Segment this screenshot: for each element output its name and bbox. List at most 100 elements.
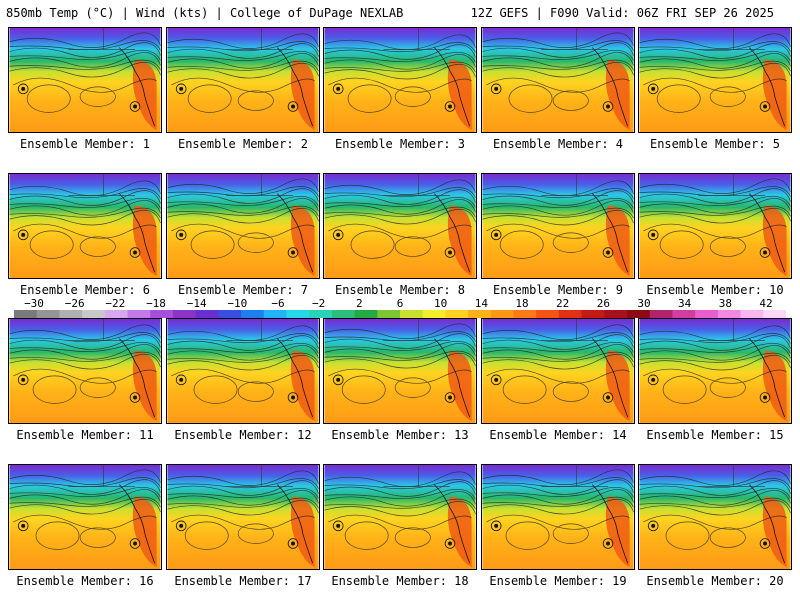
political-borders	[541, 28, 609, 50]
model-run-info: 12Z GEFS | F090 Valid: 06Z FRI SEP 26 20…	[470, 6, 774, 20]
colorbar-bin	[400, 310, 424, 318]
ensemble-panel: Ensemble Member: 3	[323, 27, 477, 153]
low-center-marker	[175, 520, 187, 532]
ensemble-panel: Ensemble Member: 18	[323, 464, 477, 590]
ensemble-panel: Ensemble Member: 5	[638, 27, 792, 153]
temperature-map	[323, 27, 477, 133]
temperature-map	[481, 173, 635, 279]
temperature-map	[638, 27, 792, 133]
low-center-marker	[490, 83, 502, 95]
colorbar-tick-label: 22	[556, 297, 570, 310]
low-center-marker	[444, 392, 456, 403]
height-contours	[324, 471, 476, 550]
low-center-marker	[129, 247, 141, 258]
temperature-map	[481, 27, 635, 133]
ensemble-member-label: Ensemble Member: 9	[492, 283, 624, 297]
political-borders	[541, 465, 609, 487]
ensemble-member-label: Ensemble Member: 10	[646, 283, 784, 297]
low-center-marker	[332, 229, 344, 241]
temperature-map	[638, 318, 792, 424]
ensemble-member-label: Ensemble Member: 11	[16, 428, 154, 442]
temperature-map	[481, 464, 635, 570]
political-borders	[698, 28, 766, 50]
coastline	[749, 47, 786, 127]
colorbar-tick-label: −10	[227, 297, 248, 310]
colorbar-tick-label: 10	[434, 297, 448, 310]
ensemble-member-label: Ensemble Member: 1	[19, 137, 151, 151]
colorbar-bin	[717, 310, 742, 318]
ensemble-member-label: Ensemble Member: 17	[174, 574, 312, 588]
low-center-marker	[287, 392, 299, 403]
colorbar-bin	[263, 310, 287, 318]
low-center-marker	[602, 538, 614, 549]
ensemble-member-label: Ensemble Member: 14	[489, 428, 627, 442]
temperature-map	[8, 318, 162, 424]
low-center-marker	[647, 520, 659, 532]
ensemble-member-label: Ensemble Member: 12	[174, 428, 312, 442]
coastline	[434, 193, 471, 273]
political-borders	[68, 28, 136, 50]
temperature-map	[8, 173, 162, 279]
colorbar-bin	[59, 310, 83, 318]
colorbar-bin	[490, 310, 515, 318]
colorbar-tick-label: −30	[24, 297, 44, 310]
colorbar-bin	[740, 310, 764, 318]
political-borders	[226, 465, 294, 487]
colorbar-bin	[150, 310, 174, 318]
colorbar-bin	[241, 310, 265, 318]
political-borders	[68, 319, 136, 341]
ensemble-panel: Ensemble Member: 11	[8, 318, 162, 444]
height-contours	[324, 323, 476, 404]
colorbar-tick-label: −2	[312, 297, 326, 310]
colorbar-bin	[627, 310, 651, 318]
low-center-marker	[647, 374, 659, 386]
colorbar-bin	[286, 310, 310, 318]
coastline	[434, 47, 471, 127]
height-contours	[324, 179, 476, 259]
colorbar-bin	[104, 310, 129, 318]
ensemble-panel: Ensemble Member: 1	[8, 27, 162, 153]
colorbar-bin	[309, 310, 333, 318]
coastline	[119, 338, 156, 418]
ensemble-member-label: Ensemble Member: 15	[646, 428, 784, 442]
ensemble-panel: Ensemble Member: 12	[166, 318, 320, 444]
coastline	[749, 193, 786, 273]
ensemble-member-label: Ensemble Member: 6	[19, 283, 151, 297]
ensemble-member-label: Ensemble Member: 4	[492, 137, 624, 151]
colorbar-tick-label: 26	[596, 297, 610, 310]
ensemble-member-label: Ensemble Member: 20	[646, 574, 784, 588]
low-center-marker	[17, 229, 29, 241]
ensemble-panel: Ensemble Member: 15	[638, 318, 792, 444]
low-center-marker	[332, 520, 344, 532]
ensemble-panel: Ensemble Member: 13	[323, 318, 477, 444]
low-center-marker	[129, 538, 141, 549]
ensemble-member-label: Ensemble Member: 13	[331, 428, 469, 442]
height-contours	[639, 178, 791, 259]
coastline	[277, 47, 314, 127]
colorbar-bin	[377, 310, 401, 318]
low-center-marker	[602, 101, 614, 112]
low-center-marker	[647, 83, 659, 95]
colorbar-bin	[604, 310, 628, 318]
colorbar-tick-label: −6	[271, 297, 285, 310]
coastline	[434, 484, 471, 564]
political-borders	[68, 174, 136, 196]
coastline	[749, 338, 786, 418]
low-center-marker	[602, 392, 614, 403]
colorbar-bin	[218, 310, 242, 318]
coastline	[592, 484, 629, 564]
height-contours	[167, 470, 319, 550]
temperature-map	[8, 464, 162, 570]
colorbar-bin	[513, 310, 537, 318]
colorbar-tick-label: 38	[718, 297, 732, 310]
ensemble-panel: Ensemble Member: 16	[8, 464, 162, 590]
political-borders	[226, 174, 294, 196]
political-borders	[383, 28, 451, 50]
low-center-marker	[129, 101, 141, 112]
low-center-marker	[17, 374, 29, 386]
height-contours	[167, 33, 319, 113]
ensemble-member-label: Ensemble Member: 8	[334, 283, 466, 297]
low-center-marker	[287, 247, 299, 258]
colorbar-bin	[354, 310, 378, 318]
temperature-map	[166, 27, 320, 133]
